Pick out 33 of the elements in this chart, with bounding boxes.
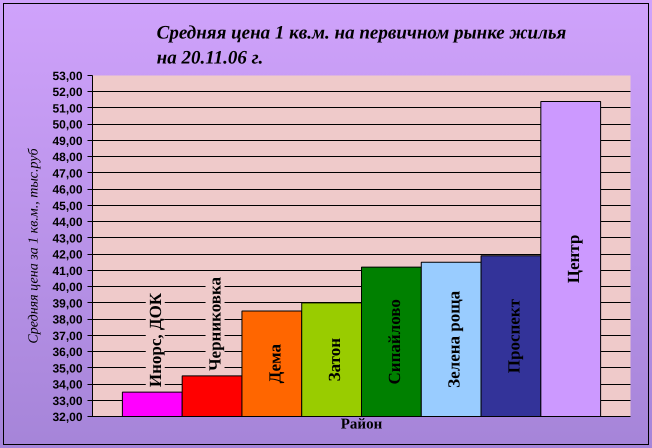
x-tick-label: Центр [564, 234, 584, 284]
y-tick-label: 35,00 [52, 361, 83, 376]
x-tick-label: Инорс, ДОК [146, 292, 165, 388]
y-tick-label: 46,00 [52, 182, 83, 197]
chart-title: Средняя цена 1 кв.м. на первичном рынке жилья на 20.11.06 г. [156, 22, 567, 68]
y-tick-label: 38,00 [52, 312, 83, 327]
y-tick-label: 51,00 [52, 101, 83, 116]
y-tick-label: 47,00 [52, 166, 83, 180]
y-tick-label: 42,00 [52, 248, 83, 262]
y-tick-label: 41,00 [52, 264, 83, 278]
x-tick-label: Затон [325, 338, 344, 382]
x-tick-label: Черниковка [206, 276, 225, 371]
y-tick-label: 33,00 [52, 394, 83, 408]
y-tick-label: 44,00 [52, 215, 83, 230]
x-tick-label: Зелена роща [444, 290, 464, 388]
y-tick-label: 53,00 [52, 69, 83, 83]
y-tick-label: 48,00 [52, 150, 83, 164]
y-tick-label: 45,00 [52, 198, 83, 213]
y-tick-label: 40,00 [52, 280, 83, 294]
y-tick-label: 37,00 [52, 328, 83, 343]
y-tick-label: 43,00 [52, 231, 83, 246]
y-tick-label: 34,00 [52, 378, 83, 392]
y-tick-label: 52,00 [52, 85, 83, 100]
y-tick-label: 36,00 [52, 345, 83, 360]
x-tick-label: Сипайлово [384, 299, 404, 384]
x-tick-label: Дема [265, 344, 284, 384]
y-tick-label: 32,00 [52, 410, 83, 424]
y-tick-label: 39,00 [52, 296, 83, 310]
y-tick-label: 50,00 [52, 118, 83, 132]
x-axis-title: Район [340, 416, 383, 432]
y-axis-title: Средняя цена за 1 кв.м., тыс.руб [26, 147, 42, 344]
y-tick-label: 49,00 [52, 134, 83, 148]
x-tick-label: Проспект [504, 298, 524, 374]
